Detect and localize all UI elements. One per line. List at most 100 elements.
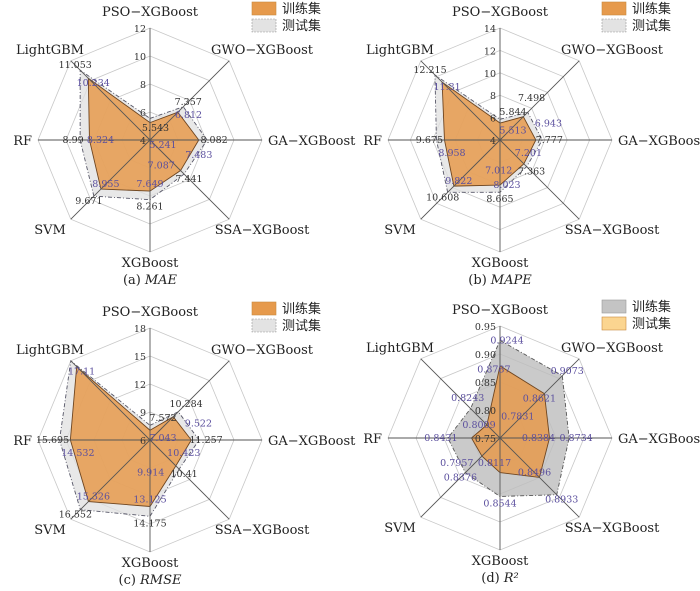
legend-swatch [251,1,277,16]
legend-label: 训练集 [282,301,321,317]
radar-panel-1: 4 6 8 10 12 14 PSO−XGBoost GWO−XGBoost GA−XGBoos… [363,1,700,288]
axis-line [499,139,580,220]
tick-label: 4 [140,136,146,147]
data-label: 7.649 [136,179,163,190]
axis-label: LightGBM [366,43,434,58]
data-label: 8.082 [200,135,227,146]
tick-label: 9 [140,408,146,419]
axis-label: SVM [384,223,416,238]
tick-label: 8 [490,91,496,102]
axis-label: LightGBM [16,43,84,58]
tick-label: 0.75 [475,434,496,445]
metric-name: MAPE [490,273,532,288]
tick-label: 15 [134,352,146,363]
axis-line [499,358,580,439]
legend-label: 测试集 [632,316,671,332]
radar-panel-0: 4 6 8 10 12 PSO−XGBoost GWO−XGBoost GA−XGBoost S… [13,1,356,288]
data-label: 5.241 [149,140,176,151]
axis-label: LightGBM [16,343,84,358]
data-label: 9.675 [416,135,443,146]
legend-swatch [601,299,627,314]
data-label: 11.053 [59,60,92,71]
axis-label: GWO−XGBoost [561,341,664,356]
data-label: 0.8787 [477,364,510,375]
data-label: 5.543 [142,123,169,134]
axis-line [149,360,230,441]
axis-line [70,60,151,141]
axis-label: SSA−XGBoost [215,523,310,538]
axis-label: RF [13,434,32,449]
axis-line [70,139,151,220]
panel-caption: (b) MAPE [468,273,532,288]
legend-swatch [251,318,277,333]
axis-line [149,439,230,520]
legend-label: 训练集 [282,1,321,17]
axis-label: SVM [384,521,416,536]
data-label: 9.914 [137,468,164,479]
data-label: 10.284 [169,399,202,410]
data-label: 8.023 [493,180,520,191]
tick-label: 10 [134,52,146,63]
panel-caption: (d) R² [481,571,518,586]
data-label: 0.8734 [559,433,592,444]
axis-label: GWO−XGBoost [561,43,664,58]
tick-label: 6 [140,436,146,447]
tick-label: 6 [490,114,496,125]
data-label: 15.326 [77,492,110,503]
metric-name: RMSE [139,573,182,588]
tick-label: 0.90 [475,350,496,361]
tick-label: 14 [484,24,496,35]
data-label: 0.8544 [483,499,516,510]
data-label: 10.41 [170,469,197,480]
data-label: 14.175 [133,518,166,529]
axis-label: XGBoost [122,556,180,571]
tick-label: 10 [484,69,496,80]
tick-label: 12 [134,24,146,35]
tick-label: 0.95 [475,322,496,333]
data-label: 0.8117 [478,458,511,469]
legend-label: 训练集 [632,1,671,17]
tick-label: 8 [140,80,146,91]
data-label: 0.8009 [462,420,495,431]
data-label: 7.087 [148,160,175,171]
axis-label: XGBoost [472,554,530,569]
legend-label: 测试集 [282,18,321,34]
data-label: 0.8384 [522,433,555,444]
data-label: 7.043 [149,433,176,444]
axis-label: XGBoost [472,256,530,271]
panel-caption: (c) RMSE [119,573,182,588]
axis-line [70,360,151,441]
metric-name: MAE [144,273,178,288]
legend-swatch [251,301,277,316]
data-label: 11.31 [433,82,460,93]
data-label: 7.441 [175,174,202,185]
data-label: 7.012 [485,166,512,177]
data-label: 6.943 [535,118,562,129]
axis-label: PSO−XGBoost [452,5,549,20]
axis-label: SSA−XGBoost [565,521,660,536]
data-label: 9.522 [185,419,212,430]
metric-name: R² [503,571,519,586]
panel-letter: (d) [481,571,499,586]
axis-label: SSA−XGBoost [215,223,310,238]
axis-label: GWO−XGBoost [211,43,314,58]
axis-line [420,60,501,141]
data-label: 8.324 [87,135,114,146]
data-label: 12.215 [413,65,446,76]
data-label: 7.483 [185,150,212,161]
tick-label: 0.80 [475,406,496,417]
data-label: 9.822 [445,176,472,187]
legend-swatch [601,316,627,331]
axis-label: LightGBM [366,341,434,356]
data-label: 0.8431 [424,433,457,444]
axis-label: GA−XGBoost [618,432,700,447]
tick-label: 18 [134,324,146,335]
data-label: 11.257 [189,435,222,446]
axis-label: PSO−XGBoost [102,5,199,20]
data-label: 8.99 [63,135,84,146]
data-label: 0.8933 [545,495,578,506]
axis-line [420,437,501,518]
data-label: 0.7831 [501,412,534,423]
legend-label: 测试集 [632,18,671,34]
axis-label: RF [363,134,382,149]
